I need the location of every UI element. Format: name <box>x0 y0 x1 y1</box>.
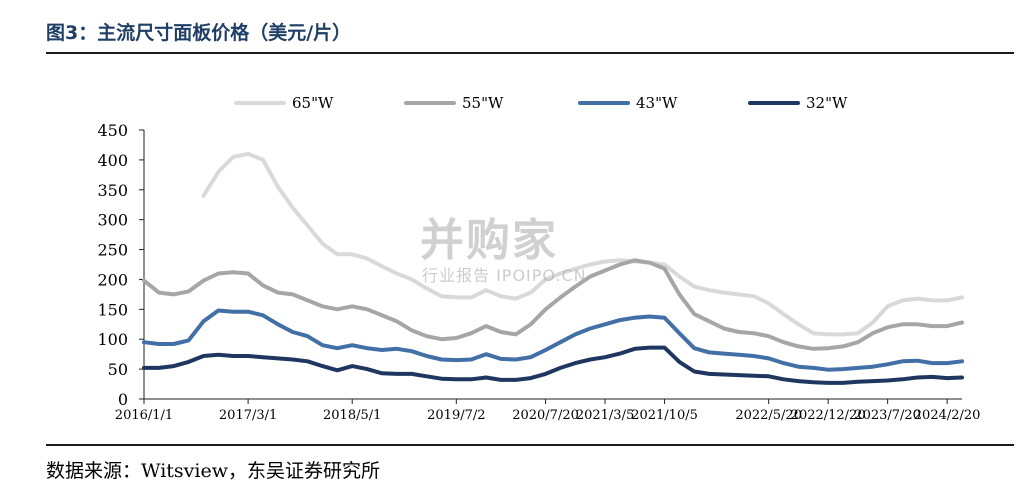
watermark-logo-text: 并购家 <box>420 215 558 266</box>
y-tick-label: 350 <box>97 181 128 200</box>
x-tick-label: 2016/1/1 <box>115 408 173 423</box>
y-tick-label: 100 <box>97 330 128 349</box>
y-tick-label: 150 <box>97 300 128 319</box>
x-tick-label: 2024/2/20 <box>914 408 981 423</box>
x-tick-label: 2019/7/2 <box>427 408 485 423</box>
y-tick-label: 200 <box>97 270 128 289</box>
watermark-subtext: 行业报告 IPOIPO.CN <box>422 266 587 285</box>
source-rule <box>46 444 1014 446</box>
legend-item-43w: 43"W <box>578 92 677 114</box>
x-tick-label: 2022/5/20 <box>735 408 802 423</box>
series-line-32w <box>142 345 964 385</box>
x-tick-label: 2022/12/20 <box>791 408 866 423</box>
x-tick-label: 2020/7/20 <box>512 408 579 423</box>
x-tick-label: 2021/3/5 <box>576 408 634 423</box>
legend-swatch-32w <box>748 101 800 105</box>
legend-item-55w: 55"W <box>404 92 503 114</box>
figure-title: 图3：主流尺寸面板价格（美元/片） <box>46 22 352 44</box>
x-tick-label: 2018/5/1 <box>323 408 381 423</box>
series-line-65w <box>201 151 964 337</box>
legend-swatch-43w <box>578 101 630 105</box>
series-line-55w <box>142 258 964 351</box>
legend-label-43w: 43"W <box>636 94 678 112</box>
source-note: 数据来源：Witsview，东吴证券研究所 <box>46 460 380 482</box>
y-tick-label: 250 <box>97 241 128 260</box>
x-tick-label: 2021/10/5 <box>631 408 698 423</box>
x-tick-label: 2017/3/1 <box>219 408 277 423</box>
y-tick-label: 50 <box>108 360 128 379</box>
y-tick-label: 300 <box>97 211 128 230</box>
series-line-43w <box>142 308 964 372</box>
y-tick-label: 450 <box>97 121 128 140</box>
legend-item-32w: 32"W <box>748 92 847 114</box>
x-tick-label: 2023/7/20 <box>854 408 921 423</box>
title-rule <box>46 52 1014 54</box>
legend-label-32w: 32"W <box>806 94 848 112</box>
legend-label-65w: 65"W <box>292 94 334 112</box>
y-tick-label: 0 <box>118 390 128 409</box>
legend-label-55w: 55"W <box>462 94 504 112</box>
legend-item-65w: 65"W <box>234 92 333 114</box>
chart-legend: 65"W 55"W 43"W 32"W <box>0 92 1036 114</box>
legend-swatch-55w <box>404 101 456 105</box>
y-tick-label: 400 <box>97 151 128 170</box>
legend-swatch-65w <box>234 101 286 105</box>
